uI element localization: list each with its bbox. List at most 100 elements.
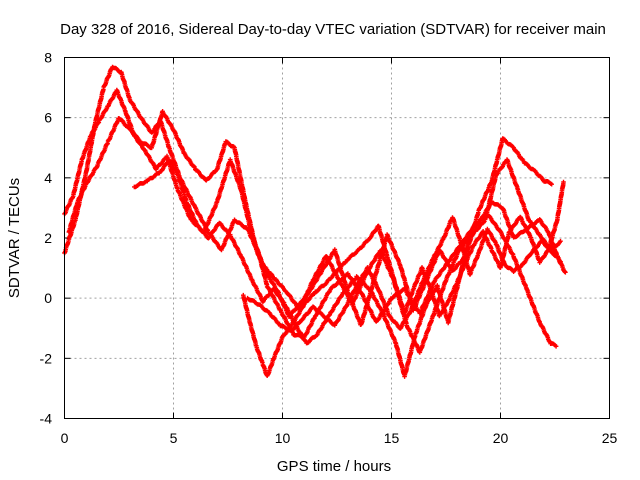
data-point-cluster	[387, 313, 402, 331]
data-point-cluster	[127, 97, 143, 120]
data-point-cluster	[428, 287, 442, 318]
data-point-cluster	[116, 116, 132, 131]
data-point-cluster	[75, 182, 89, 205]
data-point-cluster	[127, 127, 143, 144]
data-point-cluster	[214, 159, 233, 205]
data-point-cluster	[515, 187, 531, 222]
data-point-cluster	[232, 217, 249, 230]
data-point-cluster	[459, 241, 472, 276]
data-point-cluster	[493, 242, 507, 266]
data-point-cluster	[214, 141, 228, 172]
data-point-cluster	[365, 265, 381, 291]
data-point-cluster	[299, 305, 315, 323]
data-point-cluster	[193, 167, 208, 182]
data-point-cluster	[402, 333, 418, 379]
data-point-cluster	[539, 238, 555, 255]
data-point-cluster	[550, 251, 563, 265]
data-point-cluster	[485, 226, 498, 245]
plot-frame	[64, 57, 610, 419]
data-point-cluster	[227, 232, 243, 258]
data-point-cluster	[79, 134, 93, 162]
data-point-cluster	[467, 217, 483, 235]
data-point-cluster	[297, 287, 313, 307]
data-point-cluster	[537, 248, 550, 265]
data-point-cluster	[528, 239, 544, 256]
data-point-cluster	[149, 110, 165, 151]
data-point-cluster	[533, 168, 546, 183]
data-point-cluster	[345, 248, 361, 262]
data-point-cluster	[114, 87, 128, 113]
data-point-cluster	[291, 303, 306, 325]
data-point-cluster	[254, 343, 265, 365]
data-point-cluster	[506, 215, 522, 235]
y-tick-label: -2	[40, 350, 53, 366]
data-point-cluster	[249, 277, 265, 303]
data-point-cluster	[343, 285, 359, 310]
data-point-cluster	[380, 310, 398, 345]
data-point-cluster	[489, 199, 504, 211]
data-series-track-2	[62, 87, 563, 355]
y-tick-label: -4	[40, 411, 53, 427]
data-series-track-4	[132, 158, 568, 379]
y-axis-label: SDTVAR / TECUs	[6, 178, 23, 298]
data-point-cluster	[321, 314, 337, 327]
x-tick-label: 0	[61, 430, 69, 446]
data-point-cluster	[132, 178, 149, 190]
data-series-track-1	[62, 64, 559, 349]
data-point-cluster	[541, 179, 554, 187]
data-point-cluster	[467, 251, 481, 277]
data-point-cluster	[520, 252, 533, 267]
data-point-cluster	[94, 141, 110, 169]
x-tick-label: 20	[493, 430, 509, 446]
data-point-cluster	[245, 295, 260, 307]
data-point-cluster	[288, 318, 304, 333]
data-point-cluster	[267, 310, 282, 327]
data-point-cluster	[175, 188, 193, 221]
data-point-cluster	[206, 221, 221, 241]
data-point-cluster	[319, 249, 337, 274]
data-point-cluster	[182, 150, 197, 170]
data-point-cluster	[273, 277, 289, 294]
data-point-cluster	[476, 228, 490, 255]
data-point-cluster	[445, 282, 459, 304]
y-tick-label: 0	[44, 290, 52, 306]
data-point-cluster	[302, 291, 317, 307]
data-point-cluster	[397, 309, 413, 331]
data-point-cluster	[158, 158, 171, 174]
data-point-cluster	[118, 69, 132, 101]
data-point-cluster	[511, 227, 528, 240]
data-point-cluster	[430, 236, 446, 262]
data-point-cluster	[243, 200, 259, 251]
data-point-cluster	[437, 300, 450, 319]
data-point-cluster	[160, 109, 176, 132]
data-point-cluster	[376, 287, 392, 318]
data-series-track-6	[245, 215, 563, 333]
data-point-cluster	[354, 266, 370, 289]
data-point-cluster	[517, 214, 533, 240]
data-point-cluster	[408, 281, 424, 313]
data-point-cluster	[264, 356, 276, 378]
data-point-cluster	[184, 200, 200, 228]
data-point-cluster	[304, 333, 319, 346]
data-point-cluster	[489, 137, 505, 184]
data-point-cluster	[238, 254, 254, 282]
x-tick-label: 25	[602, 430, 618, 446]
y-tick-label: 8	[44, 50, 52, 66]
data-point-cluster	[171, 128, 187, 156]
data-point-cluster	[367, 287, 385, 315]
data-point-cluster	[105, 116, 121, 144]
data-point-cluster	[166, 158, 180, 177]
data-point-cluster	[312, 282, 328, 295]
x-axis-label: GPS time / hours	[277, 458, 391, 475]
data-point-cluster	[271, 335, 285, 362]
data-point-cluster	[101, 66, 115, 90]
data-point-cluster	[241, 292, 252, 324]
data-point-cluster	[308, 270, 324, 292]
data-point-cluster	[145, 170, 162, 184]
data-point-cluster	[66, 201, 80, 235]
data-point-cluster	[476, 180, 494, 213]
data-point-cluster	[88, 120, 102, 139]
data-points	[62, 64, 568, 379]
data-point-cluster	[413, 303, 429, 337]
